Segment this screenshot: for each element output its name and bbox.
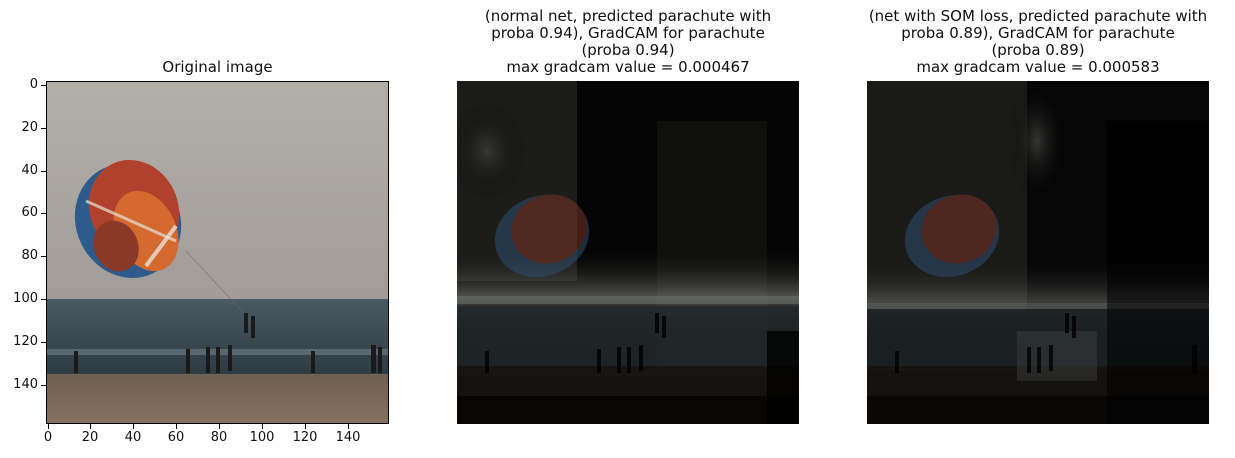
parachute-dim <box>904 194 1000 278</box>
x-tick-label: 120 <box>292 430 318 445</box>
y-tick-label: 20 <box>21 120 38 135</box>
people-dim <box>485 313 666 373</box>
y-tick-mark <box>41 85 46 86</box>
y-tick-mark <box>41 128 46 129</box>
x-tick-label: 20 <box>81 430 99 445</box>
y-tick-mark <box>41 213 46 214</box>
gradcam-som-image <box>867 81 1209 424</box>
parachute <box>74 160 182 278</box>
people <box>74 313 382 373</box>
panel-title-normal: (normal net, predicted parachute with pr… <box>484 7 772 76</box>
y-tick-mark <box>41 385 46 386</box>
y-tick-label: 0 <box>29 77 38 92</box>
x-tick-mark <box>48 424 49 429</box>
y-tick-label: 140 <box>13 377 38 392</box>
y-tick-label: 40 <box>21 163 38 178</box>
x-tick-mark <box>90 424 91 429</box>
y-tick-mark <box>41 256 46 257</box>
x-tick-label: 60 <box>167 430 185 445</box>
x-tick-mark <box>305 424 306 429</box>
y-tick-mark <box>41 342 46 343</box>
original-image <box>46 81 389 424</box>
y-tick-mark <box>41 299 46 300</box>
parachute-dim <box>494 194 590 278</box>
x-tick-mark <box>176 424 177 429</box>
x-tick-mark <box>219 424 220 429</box>
x-tick-label: 40 <box>124 430 142 445</box>
panel-title-original: Original image <box>162 58 273 76</box>
x-tick-label: 80 <box>210 430 228 445</box>
x-tick-label: 0 <box>43 430 53 445</box>
y-tick-label: 80 <box>21 248 38 263</box>
y-tick-mark <box>41 171 46 172</box>
y-tick-label: 60 <box>21 205 38 220</box>
y-tick-label: 120 <box>13 334 38 349</box>
x-tick-label: 140 <box>335 430 361 445</box>
x-tick-label: 100 <box>249 430 275 445</box>
gradcam-normal-image <box>457 81 799 424</box>
y-tick-label: 100 <box>13 291 38 306</box>
panel-title-som: (net with SOM loss, predicted parachute … <box>868 7 1208 76</box>
x-tick-mark <box>133 424 134 429</box>
x-tick-mark <box>262 424 263 429</box>
x-tick-mark <box>348 424 349 429</box>
